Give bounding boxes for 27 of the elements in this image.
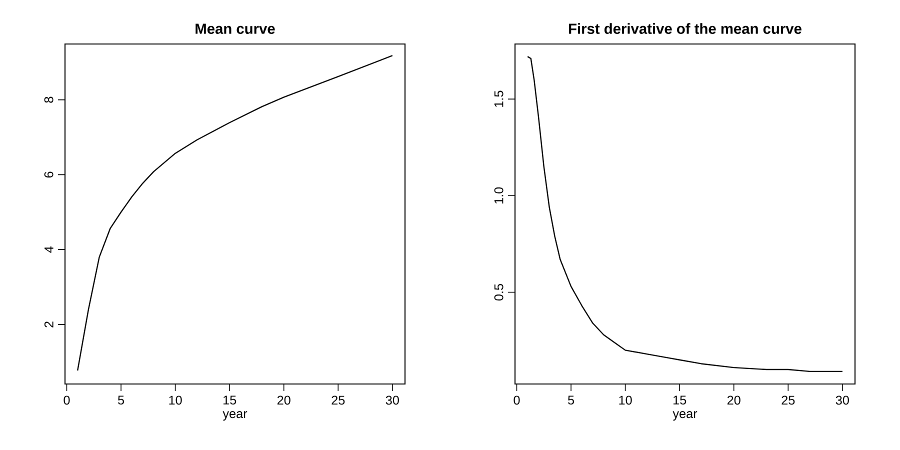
y-tick-label: 2: [44, 322, 54, 328]
x-tick-label: 10: [169, 396, 182, 405]
y-tick-label: 0.5: [494, 284, 504, 301]
y-tick-label: 4: [44, 246, 54, 253]
line-series: [527, 56, 844, 372]
x-tick-label: 15: [223, 396, 236, 405]
x-tick-label: 30: [386, 396, 399, 405]
x-tick-label: 30: [836, 396, 849, 405]
x-tick-label: 5: [118, 396, 124, 405]
chart-title: First derivative of the mean curve: [569, 23, 802, 34]
x-tick-label: 25: [782, 396, 795, 405]
x-axis-title: year: [222, 411, 248, 421]
x-tick-label: 20: [277, 396, 290, 405]
x-tick-label: 25: [332, 396, 345, 405]
y-tick-label: 1.5: [494, 90, 504, 107]
x-axis-title: year: [672, 411, 698, 421]
x-tick-label: 15: [673, 396, 686, 405]
y-tick-label: 8: [44, 96, 54, 103]
x-tick-label: 5: [568, 396, 574, 405]
x-tick-label: 20: [727, 396, 740, 405]
x-tick-label: 0: [64, 396, 70, 405]
line-series: [76, 55, 394, 372]
y-tick-label: 6: [44, 172, 54, 178]
x-tick-label: 0: [514, 396, 520, 405]
y-tick-label: 1.0: [494, 187, 504, 204]
x-tick-label: 10: [619, 396, 632, 405]
chart-title: Mean curve: [196, 24, 275, 34]
